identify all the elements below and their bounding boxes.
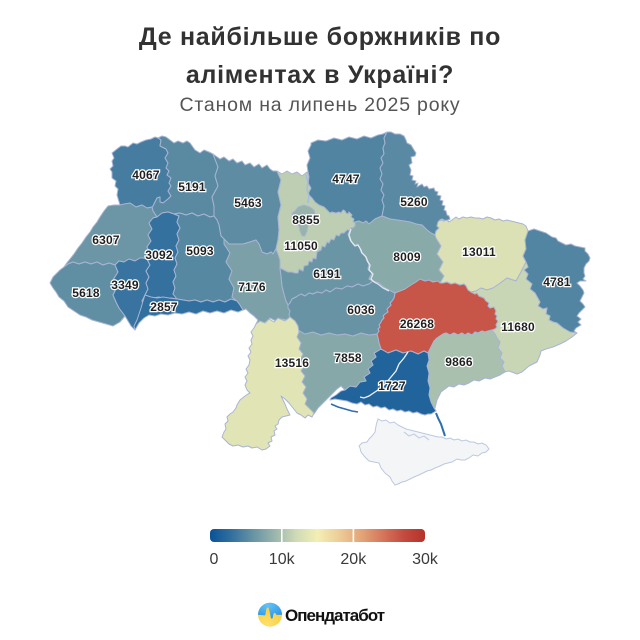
svg-text:8009: 8009 xyxy=(393,250,421,264)
svg-text:3092: 3092 xyxy=(145,248,173,262)
svg-text:7858: 7858 xyxy=(334,351,362,365)
svg-text:4747: 4747 xyxy=(332,172,360,186)
svg-text:8855: 8855 xyxy=(292,213,320,227)
svg-text:6036: 6036 xyxy=(347,303,375,317)
svg-text:5463: 5463 xyxy=(234,196,262,210)
svg-text:11050: 11050 xyxy=(284,239,318,253)
svg-text:5260: 5260 xyxy=(400,195,428,209)
svg-text:13011: 13011 xyxy=(462,245,496,259)
svg-text:26268: 26268 xyxy=(400,317,434,331)
svg-text:5618: 5618 xyxy=(72,286,100,300)
svg-text:4067: 4067 xyxy=(132,168,160,182)
svg-text:11680: 11680 xyxy=(501,320,535,334)
svg-text:2857: 2857 xyxy=(150,300,178,314)
svg-text:6307: 6307 xyxy=(92,233,120,247)
svg-text:6191: 6191 xyxy=(313,267,341,281)
svg-text:10k: 10k xyxy=(269,551,296,568)
svg-text:4781: 4781 xyxy=(543,275,571,289)
svg-text:9866: 9866 xyxy=(445,355,473,369)
svg-text:13516: 13516 xyxy=(275,356,309,370)
svg-text:7176: 7176 xyxy=(238,280,266,294)
svg-text:0: 0 xyxy=(210,551,219,568)
svg-text:1727: 1727 xyxy=(378,379,406,393)
svg-text:5093: 5093 xyxy=(186,244,214,258)
svg-text:3349: 3349 xyxy=(111,278,139,292)
svg-text:5191: 5191 xyxy=(178,180,206,194)
svg-text:Опендатабот: Опендатабот xyxy=(285,606,385,625)
svg-text:30k: 30k xyxy=(412,551,439,568)
svg-text:20k: 20k xyxy=(340,551,367,568)
